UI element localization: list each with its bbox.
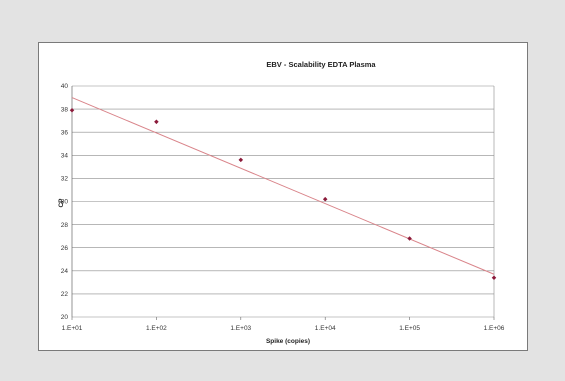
y-tick-label: 34 — [61, 153, 69, 160]
x-axis-ticks: 1.E+01 1.E+02 1.E+03 1.E+04 1.E+05 1.E+06 — [62, 317, 505, 332]
y-tick-label: 30 — [61, 199, 69, 206]
y-tick-label: 40 — [61, 83, 69, 90]
data-point — [238, 157, 244, 163]
grid-lines — [71, 85, 495, 318]
x-tick-label: 1.E+02 — [146, 325, 167, 332]
y-axis-title: CP — [58, 198, 65, 208]
data-point — [491, 275, 497, 280]
y-tick-label: 26 — [61, 245, 69, 252]
x-tick-label: 1.E+06 — [484, 325, 505, 332]
data-point — [69, 107, 75, 113]
scatter-chart: EBV - Scalability EDTA Plasma 20 22 24 26 28… — [58, 60, 505, 345]
y-tick-label: 24 — [61, 268, 69, 275]
data-point — [322, 196, 328, 202]
y-tick-label: 38 — [61, 106, 69, 113]
y-tick-label: 32 — [61, 176, 69, 183]
x-tick-label: 1.E+01 — [62, 325, 83, 332]
trendline — [71, 97, 495, 275]
data-points — [69, 107, 497, 280]
y-tick-label: 22 — [61, 291, 69, 298]
x-tick-label: 1.E+04 — [315, 325, 336, 332]
y-tick-label: 20 — [61, 314, 69, 321]
data-point — [154, 119, 159, 125]
x-tick-label: 1.E+03 — [230, 325, 251, 332]
x-axis-title: Spike (copies) — [266, 338, 310, 345]
chart-title: EBV - Scalability EDTA Plasma — [266, 60, 376, 69]
x-tick-label: 1.E+05 — [399, 325, 420, 332]
y-tick-label: 28 — [61, 222, 69, 229]
chart-card: EBV - Scalability EDTA Plasma 20 22 24 26 28… — [38, 42, 528, 351]
y-axis-ticks: 20 22 24 26 28 30 32 34 36 38 40 — [61, 83, 69, 321]
y-tick-label: 36 — [61, 129, 69, 136]
